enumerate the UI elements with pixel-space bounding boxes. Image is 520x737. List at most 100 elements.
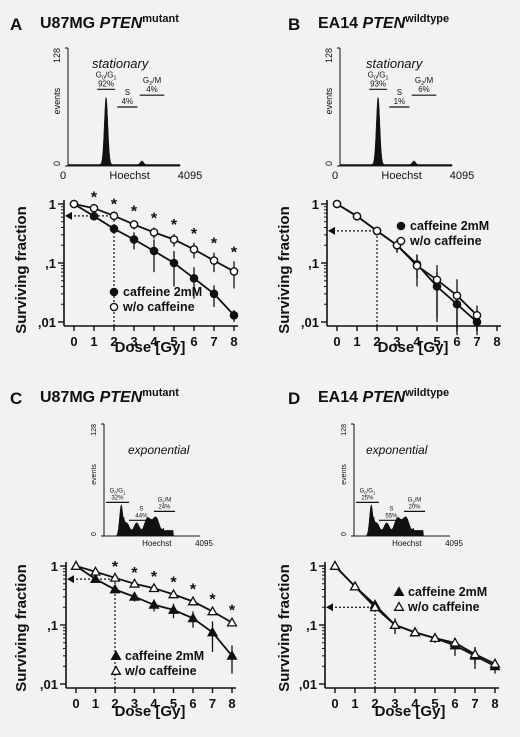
- histogram-phase-0-name: G: [368, 70, 374, 79]
- histogram-phase-1: S: [389, 506, 393, 512]
- survival-x-tick-label-4: 4: [411, 696, 419, 711]
- histogram-phase-0: G0/G1: [360, 488, 376, 495]
- histogram-ymax-label: 128: [341, 424, 348, 436]
- survival-y-tick-label-1: ,1: [306, 618, 317, 633]
- histogram-phase-1-pct: 55%: [385, 513, 398, 519]
- histogram-phase-2-sep: /M: [152, 76, 161, 85]
- histogram-phase-2: G2/M: [408, 497, 422, 504]
- survival-x-tick-label-8: 8: [228, 696, 235, 711]
- survival-point: [229, 310, 239, 320]
- histogram-phase-2-pct: 6%: [418, 85, 430, 94]
- survival-significance-star: *: [209, 592, 216, 609]
- survival-d37-arrowhead: [326, 603, 333, 612]
- survival-point: [452, 291, 462, 300]
- survival-point: [148, 599, 160, 609]
- panel-title-main: U87MG: [40, 15, 100, 32]
- histogram-phase-2-name: G: [143, 76, 149, 85]
- survival-legend-marker-0: [393, 586, 405, 596]
- survival-y-tick-label-2: ,01: [40, 677, 58, 692]
- histogram-ymax-label: 128: [324, 48, 334, 63]
- survival-y-tick-label-0: 1: [310, 559, 317, 574]
- survival-point: [70, 560, 82, 570]
- survival-point: [226, 650, 238, 660]
- panel-title-gene: PTEN: [362, 15, 405, 32]
- survival-ylabel: Surviving fraction: [276, 206, 293, 334]
- survival-point: [169, 235, 179, 244]
- histogram-phase-2-sub1: 2: [149, 81, 152, 87]
- histogram-phase-0-sub2: 1: [113, 75, 116, 81]
- survival-y-tick-label-0: 1: [312, 197, 319, 212]
- survival-point: [372, 226, 382, 236]
- survival-point: [409, 626, 421, 637]
- survival-point: [129, 235, 139, 244]
- histogram-phase-2-name: G: [415, 76, 421, 85]
- survival-significance-star: *: [171, 217, 178, 234]
- survival-point: [187, 595, 199, 606]
- survival-point: [189, 274, 199, 283]
- histogram-phase-2: G2/M: [415, 76, 434, 87]
- survival-series-0: [70, 560, 238, 674]
- survival-d37-arrowhead: [65, 211, 72, 220]
- survival-point: [187, 612, 199, 623]
- survival-x-tick-label-3: 3: [131, 696, 138, 711]
- survival-significance-star: *: [91, 190, 98, 207]
- survival-x-tick-label-8: 8: [493, 334, 500, 349]
- survival-y-tick-label-2: ,01: [299, 677, 317, 692]
- histogram-phase-2-sep: /M: [415, 497, 422, 503]
- histogram-phase-2-sub1: 2: [412, 499, 415, 504]
- histogram-phase-0-sep: /G: [367, 488, 374, 494]
- survival-d37-arrowhead: [328, 226, 335, 235]
- survival-legend-marker-1: [110, 665, 122, 675]
- panel-title-gene: PTEN: [100, 389, 143, 406]
- survival-point: [148, 582, 160, 593]
- panel-letter-B: B: [288, 15, 300, 34]
- survival-point: [169, 258, 179, 268]
- survival-x-tick-label-3: 3: [393, 334, 400, 349]
- survival-point: [109, 583, 121, 594]
- survival-point: [109, 572, 121, 582]
- survival-x-tick-label-8: 8: [491, 696, 498, 711]
- histogram-phase-1: S: [139, 506, 143, 512]
- histogram-x-mid-label: Hoechst: [381, 170, 421, 182]
- survival-x-tick-label-3: 3: [391, 696, 398, 711]
- survival-x-tick-label-7: 7: [209, 696, 216, 711]
- survival-legend-label-0: caffeine 2mM: [125, 649, 204, 663]
- survival-point: [349, 580, 361, 591]
- survival-x-tick-label-2: 2: [371, 696, 378, 711]
- survival-y-tick-label-1: ,1: [47, 618, 58, 633]
- survival-point: [128, 578, 141, 588]
- histogram-ymin-label: 0: [91, 532, 98, 536]
- histogram-phase-0: G0/G1: [368, 70, 389, 81]
- survival-legend-label-1: w/o caffeine: [122, 300, 195, 314]
- survival-point: [89, 566, 102, 576]
- panel-title-A: U87MG PTENmutant: [40, 13, 179, 32]
- histogram-phase-0-name: G: [360, 488, 365, 494]
- survival-significance-star: *: [151, 569, 158, 586]
- survival-point: [389, 619, 401, 629]
- histogram-phase-2-sep: /M: [424, 76, 433, 85]
- survival-y-tick-label-2: ,01: [38, 315, 56, 330]
- histogram-phase-0-pct: 32%: [111, 495, 124, 501]
- histogram-phase-0-sep: /G: [377, 70, 385, 79]
- survival-x-tick-label-5: 5: [170, 334, 177, 349]
- histogram-phase-0-sep: /G: [117, 488, 124, 494]
- histogram-phase-0-pct: 93%: [370, 79, 386, 88]
- histogram-phase-2-sub1: 2: [421, 81, 424, 87]
- histogram-x-max-label: 4095: [445, 539, 463, 548]
- histogram-ylabel: events: [324, 87, 334, 114]
- survival-series-1: [332, 199, 482, 336]
- survival-point: [89, 203, 99, 213]
- panel-title-superscript: wildtype: [404, 13, 449, 25]
- histogram-x-min-label: 0: [332, 170, 338, 182]
- histogram-phase-2-pct: 4%: [146, 85, 158, 94]
- histogram-phase-2-name: G: [408, 497, 413, 503]
- survival-xlabel: Dose [Gy]: [115, 339, 186, 356]
- survival-x-tick-label-0: 0: [333, 334, 340, 349]
- histogram-phase-0-sub2: 1: [385, 75, 388, 81]
- histogram-phase-0-sub1: 0: [102, 75, 105, 81]
- survival-x-tick-label-7: 7: [473, 334, 480, 349]
- survival-legend-label-1: w/o caffeine: [409, 234, 482, 248]
- histogram-phase-0-sub2: 1: [123, 490, 126, 495]
- histogram-phase-0-pct: 92%: [98, 79, 114, 88]
